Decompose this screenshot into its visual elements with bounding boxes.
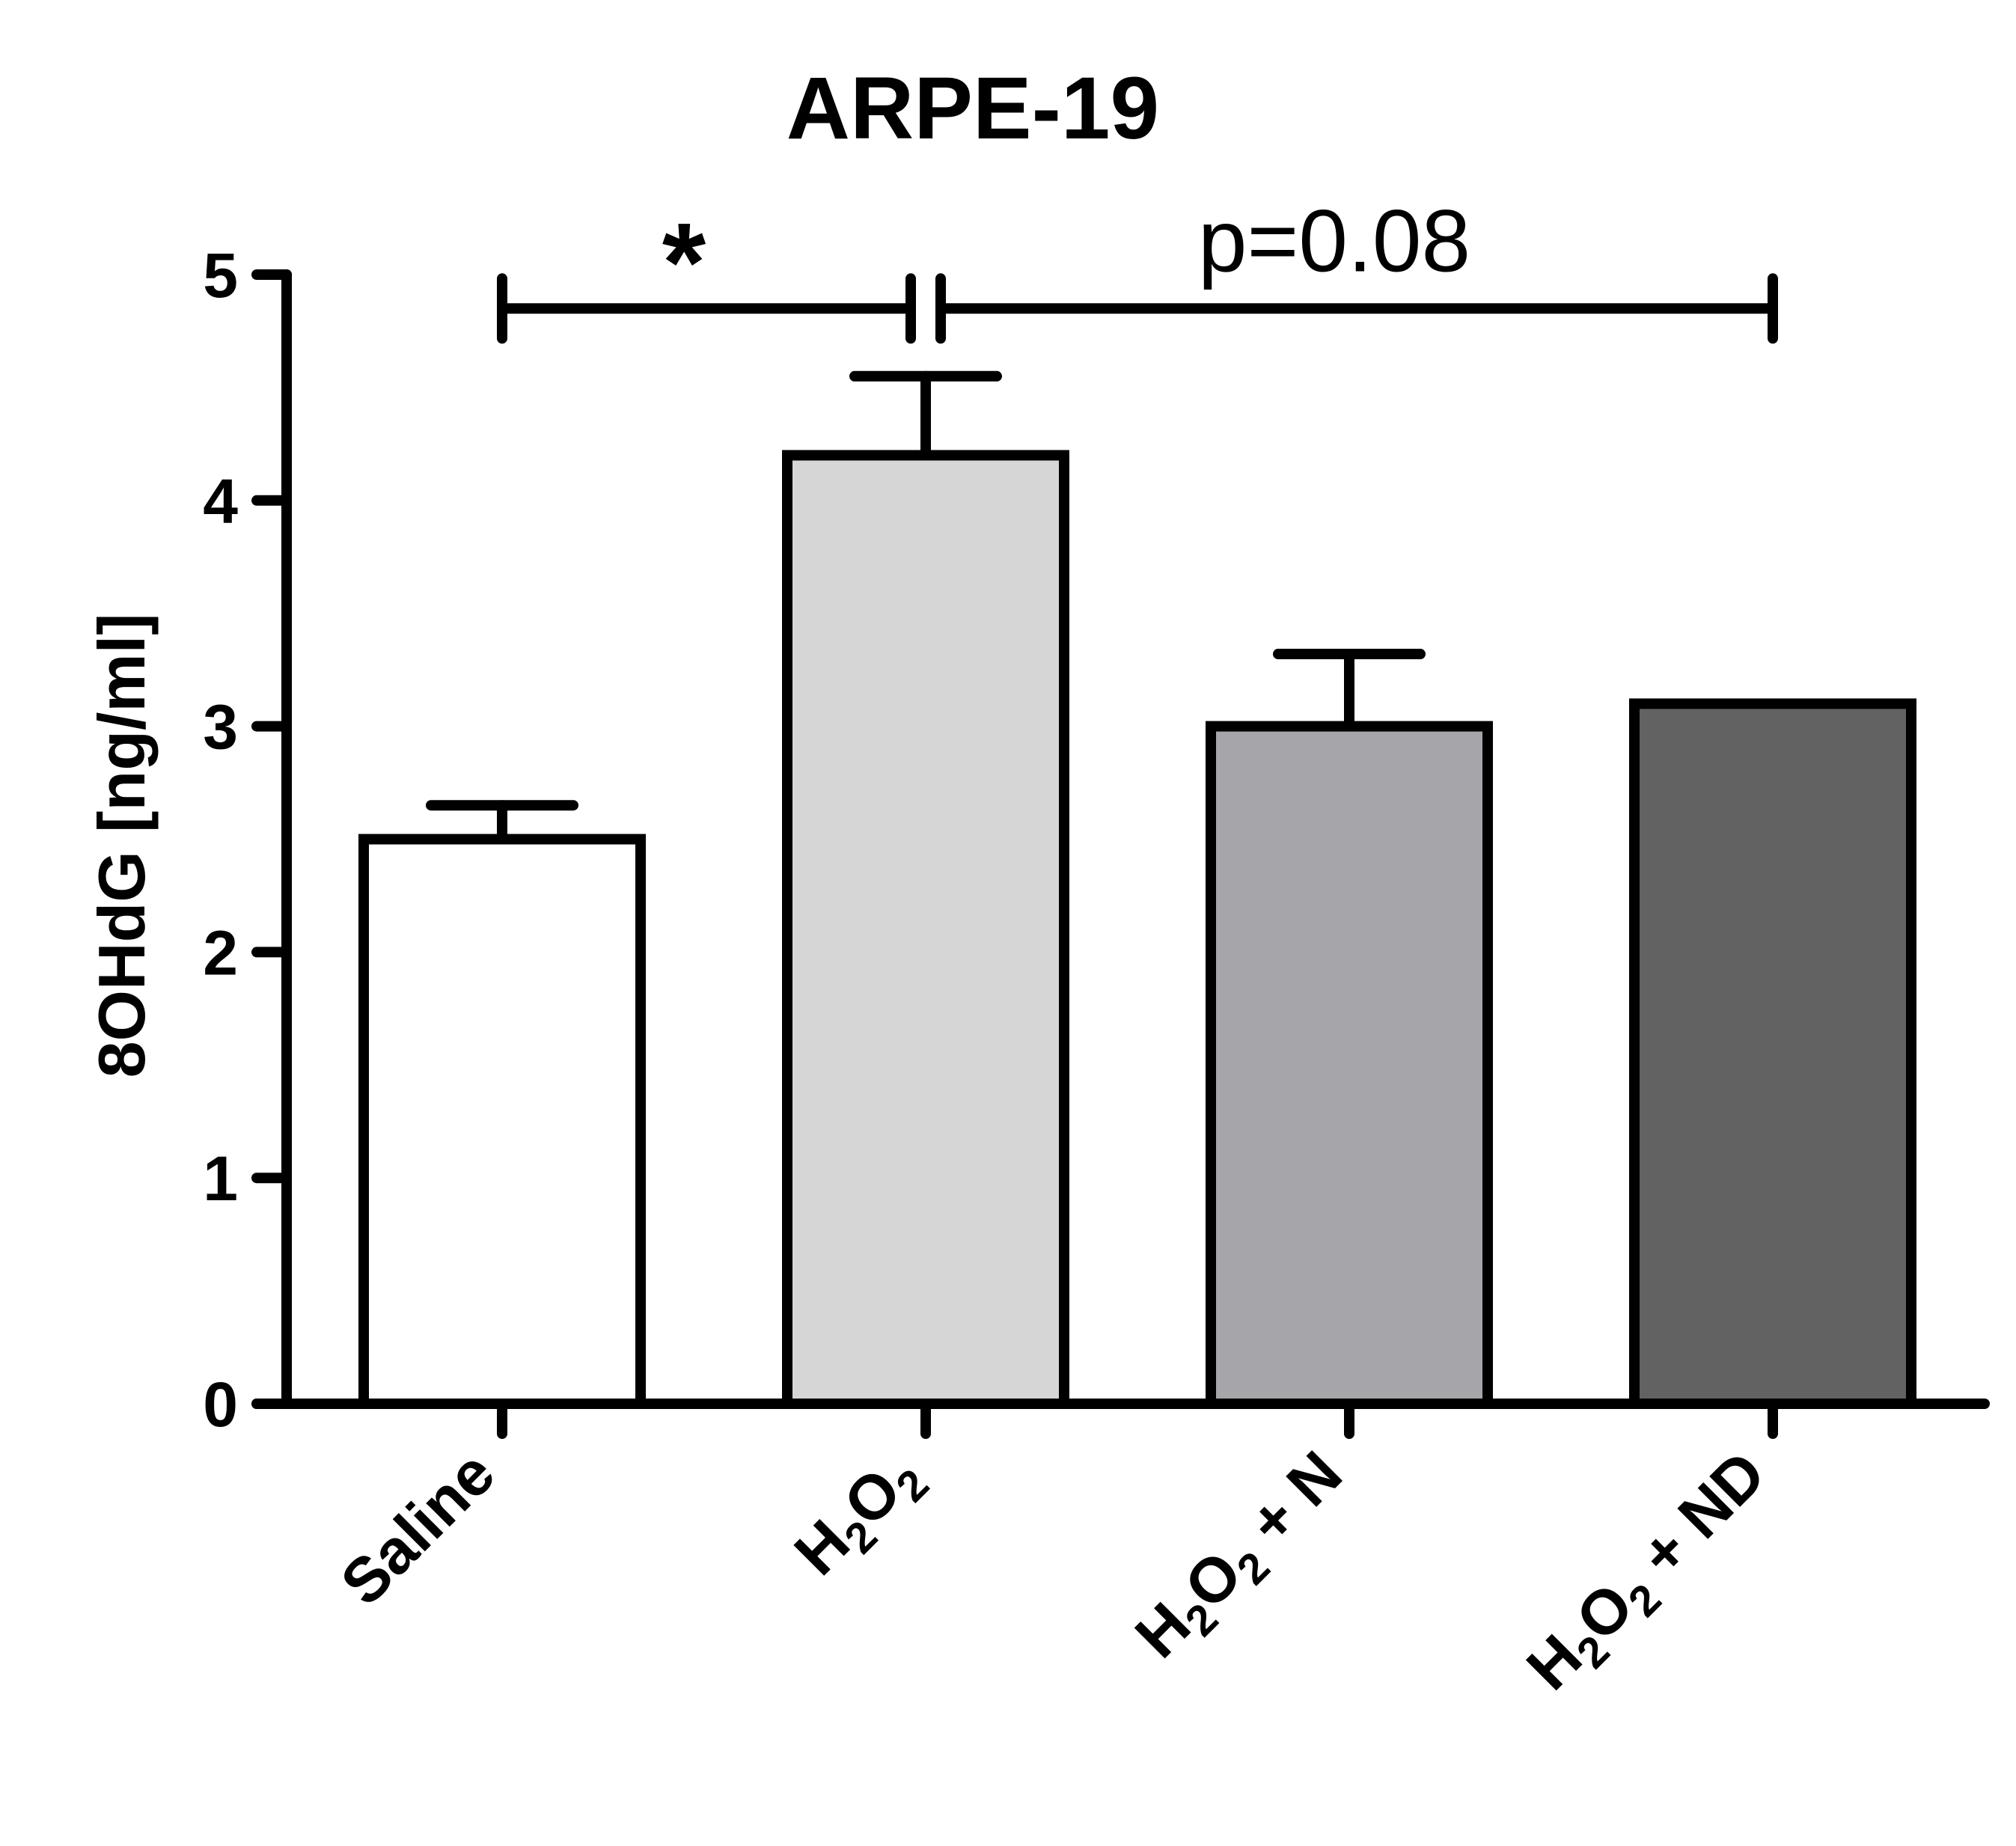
p-value-label: p=0.08: [1198, 192, 1470, 290]
bar: [1206, 721, 1493, 1409]
chart-title: ARPE-19: [786, 59, 1159, 158]
significance-star: *: [662, 199, 706, 325]
x-tick-text: Saline: [327, 1437, 507, 1618]
bar: [358, 834, 646, 1409]
x-axis: Saline H2O2 H2O2 + N H2O2 + ND: [251, 1399, 1990, 1710]
significance-annotations: * p=0.08: [497, 192, 1778, 344]
bar: [782, 450, 1069, 1410]
y-axis-label: 8OHdG [ng/ml]: [85, 614, 159, 1078]
y-tick-label: 4: [203, 466, 238, 537]
x-tick-label: H2O2: [781, 1437, 938, 1595]
x-tick-label: H2O2 + N: [1122, 1437, 1362, 1678]
y-tick-label: 0: [203, 1369, 238, 1440]
x-tick-text: + ND: [1614, 1437, 1779, 1602]
y-tick-label: 3: [203, 692, 238, 762]
y-tick-label: 5: [203, 240, 238, 311]
x-tick-label: H2O2 + ND: [1513, 1437, 1786, 1710]
x-tick-label: Saline: [327, 1437, 507, 1618]
y-tick-label: 1: [203, 1143, 238, 1214]
bars-group: [358, 370, 1916, 1410]
y-tick-label: 2: [203, 917, 238, 988]
bar: [1629, 698, 1916, 1409]
y-axis: 0 1 2 3 4 5: [203, 240, 292, 1440]
